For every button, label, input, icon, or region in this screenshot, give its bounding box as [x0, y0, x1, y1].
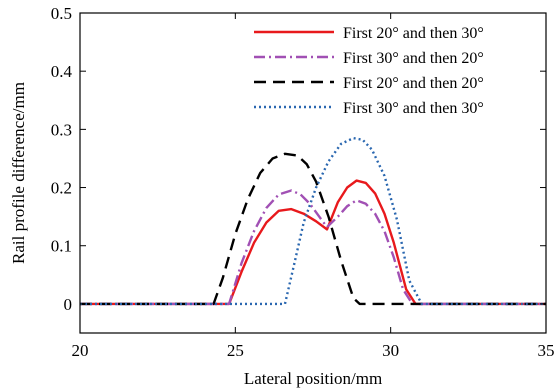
series-line-4 — [80, 136, 546, 306]
y-axis-title: Rail profile difference/mm — [9, 82, 28, 264]
y-tick-label: 0.4 — [51, 62, 73, 81]
legend-label-4: First 30° and then 30° — [343, 100, 484, 117]
series-layer — [80, 136, 546, 306]
y-tick-label: 0.3 — [51, 120, 72, 139]
x-tick-label: 25 — [227, 341, 244, 360]
y-tick-label: 0.5 — [51, 4, 72, 23]
series-line-2 — [80, 189, 546, 306]
legend-label-1: First 20° and then 30° — [343, 25, 484, 42]
y-tick-label: 0 — [64, 295, 73, 314]
x-axis-title: Lateral position/mm — [244, 369, 382, 388]
series-line-1 — [80, 179, 546, 306]
legend: First 20° and then 30° First 30° and then… — [254, 25, 484, 117]
x-tick-label: 35 — [538, 341, 555, 360]
x-tick-label: 20 — [72, 341, 89, 360]
tick-layer: 20 25 30 35 0 0.1 0.2 0.3 0.4 0.5 — [51, 4, 555, 360]
legend-label-2: First 30° and then 20° — [343, 50, 484, 67]
series-line-3 — [80, 152, 546, 306]
plot-frame — [79, 12, 547, 334]
y-tick-label: 0.2 — [51, 179, 72, 198]
legend-label-3: First 20° and then 20° — [343, 75, 484, 92]
y-tick-label: 0.1 — [51, 237, 72, 256]
x-tick-label: 30 — [382, 341, 399, 360]
